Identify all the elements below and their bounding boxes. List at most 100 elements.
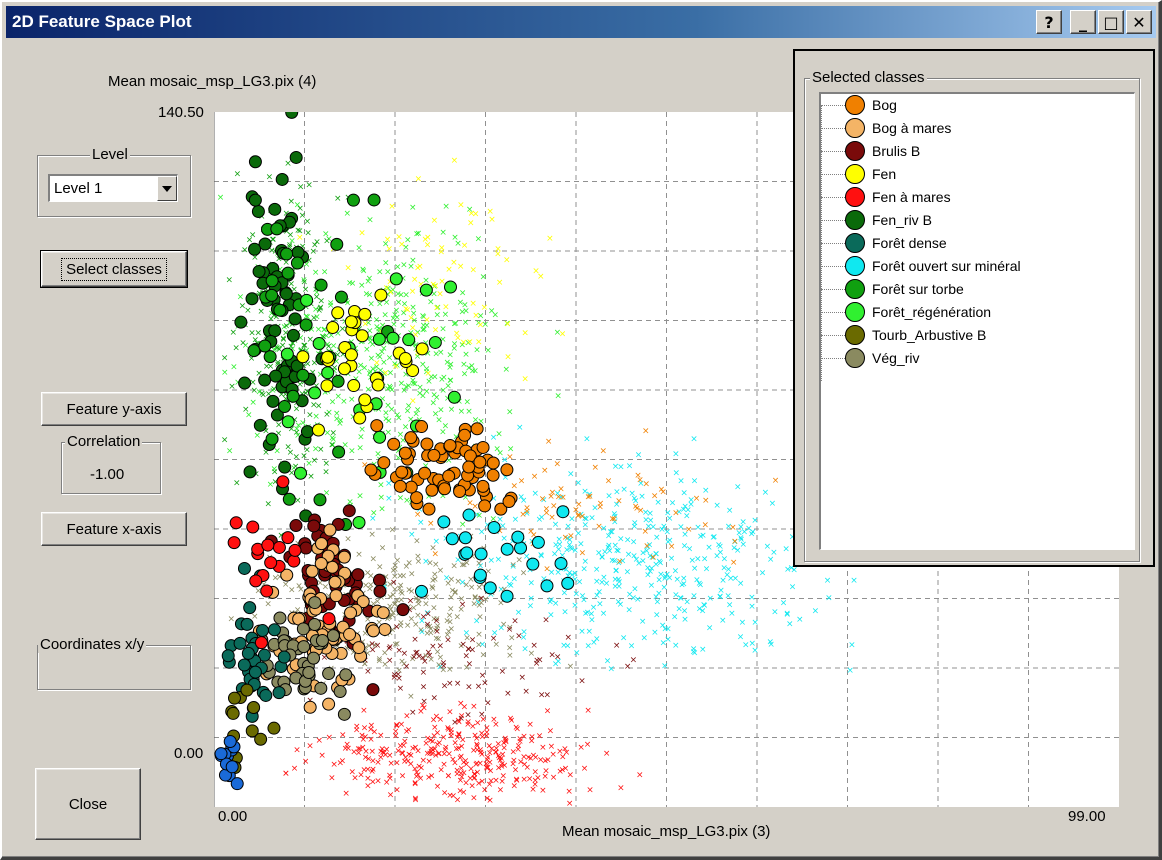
- data-point-x: ×: [507, 444, 515, 454]
- data-point: [487, 521, 501, 535]
- data-point-x: ×: [262, 426, 270, 436]
- data-point-x: ×: [459, 600, 467, 610]
- data-point-x: ×: [439, 491, 447, 501]
- feature-x-axis-button[interactable]: Feature x-axis: [41, 512, 187, 546]
- class-item[interactable]: Forêt_régénération: [821, 301, 991, 323]
- class-item[interactable]: Forêt sur torbe: [821, 278, 964, 300]
- data-point-x: ×: [481, 303, 489, 313]
- data-point-x: ×: [488, 215, 496, 225]
- data-point: [300, 293, 314, 307]
- y-min-label: 0.00: [174, 745, 204, 762]
- data-point-x: ×: [643, 542, 651, 552]
- data-point-x: ×: [812, 606, 820, 616]
- data-point-x: ×: [741, 528, 749, 538]
- class-item[interactable]: Vég_riv: [821, 347, 920, 369]
- data-point-x: ×: [500, 620, 508, 630]
- data-point-x: ×: [559, 753, 567, 763]
- select-classes-button[interactable]: Select classes: [40, 250, 188, 288]
- data-point-x: ×: [476, 759, 484, 769]
- data-point-x: ×: [543, 690, 551, 700]
- data-point-x: ×: [497, 599, 505, 609]
- data-point-x: ×: [454, 716, 462, 726]
- data-point-x: ×: [601, 547, 609, 557]
- data-point-x: ×: [419, 653, 427, 663]
- data-point-x: ×: [531, 767, 539, 777]
- class-item[interactable]: Fen_riv B: [821, 209, 932, 231]
- data-point-x: ×: [254, 586, 262, 596]
- data-point-x: ×: [772, 476, 780, 486]
- maximize-button[interactable]: □: [1098, 10, 1124, 34]
- data-point: [554, 556, 568, 570]
- data-point-x: ×: [385, 494, 393, 504]
- minimize-button[interactable]: _: [1070, 10, 1096, 34]
- feature-y-axis-button[interactable]: Feature y-axis: [41, 392, 187, 426]
- data-point-x: ×: [501, 456, 509, 466]
- class-item[interactable]: Forêt dense: [821, 232, 947, 254]
- data-point-x: ×: [454, 333, 462, 343]
- data-point-x: ×: [495, 752, 503, 762]
- data-point-x: ×: [548, 513, 556, 523]
- data-point-x: ×: [303, 387, 311, 397]
- class-item[interactable]: Bog à mares: [821, 117, 952, 139]
- data-point-x: ×: [414, 405, 422, 415]
- data-point-x: ×: [664, 538, 672, 548]
- class-item[interactable]: Bog: [821, 94, 897, 116]
- data-point-x: ×: [411, 275, 419, 285]
- data-point-x: ×: [316, 579, 324, 589]
- data-point-x: ×: [322, 468, 330, 478]
- data-point-x: ×: [275, 420, 283, 430]
- close-window-button[interactable]: ✕: [1126, 10, 1152, 34]
- class-item[interactable]: Brulis B: [821, 140, 920, 162]
- data-point-x: ×: [399, 274, 407, 284]
- class-name: Vég_riv: [872, 350, 920, 366]
- data-point-x: ×: [226, 275, 234, 285]
- data-point-x: ×: [681, 541, 689, 551]
- data-point-x: ×: [461, 369, 469, 379]
- data-point-x: ×: [427, 655, 435, 665]
- class-name: Bog à mares: [872, 120, 952, 136]
- data-point-x: ×: [465, 645, 473, 655]
- data-point-x: ×: [322, 583, 330, 593]
- chevron-down-icon[interactable]: [157, 176, 177, 201]
- class-tree[interactable]: Bog Bog à mares Brulis B Fen Fen à mares Fen_…: [819, 92, 1135, 550]
- class-item[interactable]: Forêt ouvert sur minéral: [821, 255, 1021, 277]
- class-item[interactable]: Fen: [821, 163, 896, 185]
- data-point-x: ×: [334, 329, 342, 339]
- data-point-x: ×: [395, 298, 403, 308]
- data-point-x: ×: [506, 580, 514, 590]
- class-item[interactable]: Tourb_Arbustive B: [821, 324, 986, 346]
- data-point-x: ×: [473, 510, 481, 520]
- data-point: [300, 425, 314, 439]
- data-point-x: ×: [389, 286, 397, 296]
- data-point-x: ×: [620, 633, 628, 643]
- data-point-x: ×: [426, 622, 434, 632]
- data-point-x: ×: [277, 531, 285, 541]
- data-point-x: ×: [431, 549, 439, 559]
- data-point-x: ×: [369, 765, 377, 775]
- data-point-x: ×: [455, 536, 463, 546]
- class-item[interactable]: Fen à mares: [821, 186, 951, 208]
- data-point: [460, 546, 474, 560]
- data-point-x: ×: [538, 551, 546, 561]
- level-select[interactable]: Level 1: [48, 174, 178, 202]
- data-point-x: ×: [249, 398, 257, 408]
- help-button[interactable]: ?: [1036, 10, 1062, 34]
- data-point: [443, 438, 457, 452]
- data-point-x: ×: [451, 320, 459, 330]
- data-point: [358, 307, 372, 321]
- data-point-x: ×: [501, 585, 509, 595]
- data-point-x: ×: [597, 499, 605, 509]
- series-for-t-ouvert-sur-min-ral: [415, 505, 575, 603]
- data-point: [418, 466, 432, 480]
- data-point-x: ×: [479, 272, 487, 282]
- data-point-x: ×: [317, 370, 325, 380]
- data-point: [353, 411, 367, 425]
- title-bar[interactable]: 2D Feature Space Plot ? _ □ ✕: [6, 6, 1156, 38]
- close-button[interactable]: Close: [35, 768, 141, 840]
- data-point: [248, 665, 262, 679]
- data-point: [238, 376, 252, 390]
- data-point-x: ×: [659, 488, 667, 498]
- data-point-x: ×: [542, 615, 550, 625]
- data-point-x: ×: [457, 262, 465, 272]
- data-point-x: ×: [401, 300, 409, 310]
